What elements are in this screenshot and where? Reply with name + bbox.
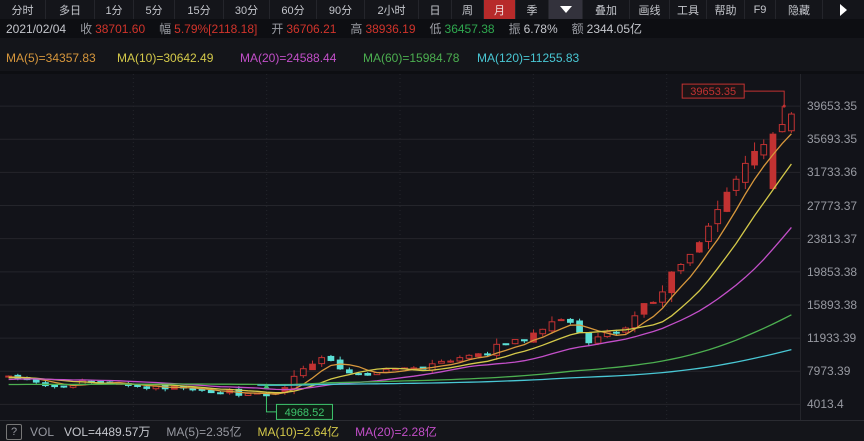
svg-text:39653.35: 39653.35	[690, 86, 736, 98]
svg-text:4968.52: 4968.52	[285, 407, 325, 419]
